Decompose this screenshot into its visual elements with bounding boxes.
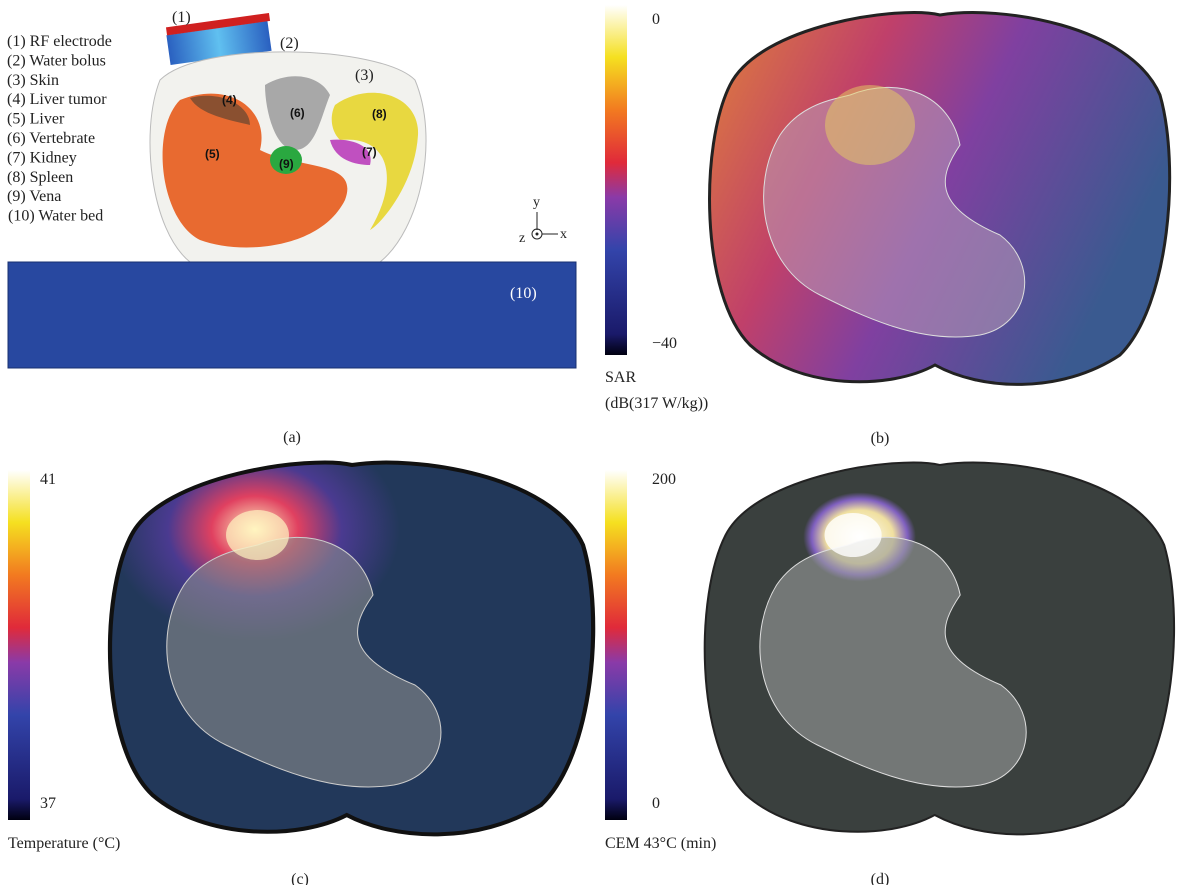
organ-tag: (8) xyxy=(372,107,387,121)
hotspot xyxy=(825,513,882,557)
colorbar-min: 0 xyxy=(652,795,660,812)
tumor xyxy=(825,85,915,165)
legend-item: (9) Vena xyxy=(7,188,61,205)
colorbar-label: SAR xyxy=(605,369,636,386)
axis-label: z xyxy=(519,231,525,246)
colorbar-label: Temperature (°C) xyxy=(8,835,120,852)
panel-a: (1) RF electrode (2) Water bolus (3) Skin (… xyxy=(7,9,576,446)
tag: (1) xyxy=(172,9,191,26)
organ-tag: (7) xyxy=(362,145,377,159)
caption: (a) xyxy=(283,429,301,446)
legend-item: (10) Water bed xyxy=(8,208,103,225)
axis-label: y xyxy=(533,195,540,210)
cem-map xyxy=(705,463,1174,835)
colorbar-max: 200 xyxy=(652,471,676,488)
organ-tag: (6) xyxy=(290,106,305,120)
legend-item: (5) Liver xyxy=(7,111,65,128)
legend-item: (1) RF electrode xyxy=(7,33,112,50)
sar-map xyxy=(710,13,1170,385)
panel-b: 0 −40 SAR (dB(317 W/kg)) (b) xyxy=(605,5,1170,447)
figure: (1) RF electrode (2) Water bolus (3) Skin (… xyxy=(0,0,1179,885)
axis-label: x xyxy=(560,227,567,242)
organ-tag: (9) xyxy=(279,157,294,171)
legend-item: (7) Kidney xyxy=(7,149,77,166)
tag: (10) xyxy=(510,285,537,302)
organ-tag: (5) xyxy=(205,147,220,161)
hotspot xyxy=(226,510,289,560)
panel-c: 41 37 Temperature (°C) (c) xyxy=(8,463,593,885)
colorbar-label: CEM 43°C (min) xyxy=(605,835,716,852)
colorbar-min: 37 xyxy=(40,795,56,812)
legend-item: (4) Liver tumor xyxy=(7,91,107,108)
colorbar xyxy=(605,470,627,820)
organ-tag: (4) xyxy=(222,93,237,107)
water-bed xyxy=(8,262,576,368)
colorbar-label: (dB(317 W/kg)) xyxy=(605,395,708,412)
tag: (3) xyxy=(355,67,374,84)
tag: (2) xyxy=(280,35,299,52)
colorbar-max: 41 xyxy=(40,471,56,488)
legend-item: (2) Water bolus xyxy=(7,52,106,69)
caption: (d) xyxy=(871,871,890,885)
panel-d: 200 0 CEM 43°C (min) (d) xyxy=(605,463,1174,885)
caption: (c) xyxy=(291,871,309,885)
colorbar xyxy=(605,5,627,355)
legend-item: (6) Vertebrate xyxy=(7,130,95,147)
legend-item: (8) Spleen xyxy=(7,169,73,186)
temperature-map xyxy=(110,463,593,835)
axis-z-dot xyxy=(536,233,539,236)
legend-item: (3) Skin xyxy=(7,72,59,89)
colorbar xyxy=(8,470,30,820)
colorbar-min: −40 xyxy=(652,335,677,352)
legend: (1) RF electrode (2) Water bolus (3) Skin (… xyxy=(7,33,112,225)
page: (1) RF electrode (2) Water bolus (3) Skin (… xyxy=(0,0,1179,885)
colorbar-max: 0 xyxy=(652,11,660,28)
caption: (b) xyxy=(871,430,890,447)
